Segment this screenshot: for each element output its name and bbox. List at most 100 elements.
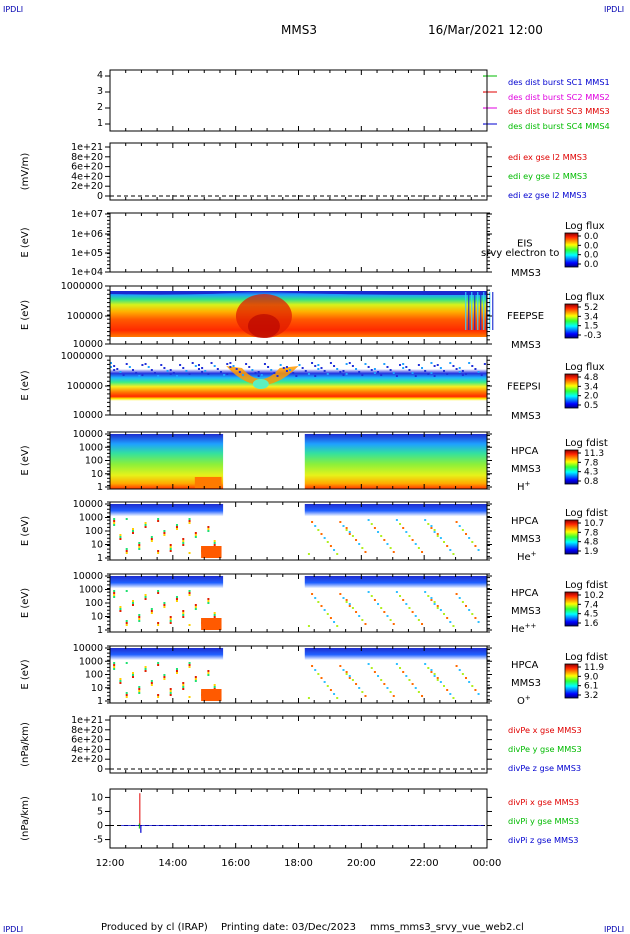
panel-hpca-h-ytick: 1 xyxy=(97,482,103,493)
speckle xyxy=(430,671,433,673)
speckle xyxy=(402,527,405,529)
speckle xyxy=(323,370,326,372)
speckle xyxy=(213,612,216,614)
legend-entry: divPi x gse MMS3 xyxy=(508,797,579,807)
colorbar-tick: 0.8 xyxy=(584,477,599,487)
species-label: H+ xyxy=(517,480,531,493)
speckle xyxy=(191,362,194,364)
speckle xyxy=(188,373,191,375)
speckle xyxy=(399,523,402,525)
series-point xyxy=(483,91,485,93)
colorbar-title: Log flux xyxy=(565,292,605,303)
panel-divpi-ytick: 0 xyxy=(97,821,103,832)
speckle xyxy=(197,364,200,366)
speckle xyxy=(207,600,210,602)
speckle xyxy=(430,372,433,374)
speckle xyxy=(169,690,172,692)
speckle xyxy=(201,367,204,369)
speckle xyxy=(125,624,128,626)
colorbar-tick: 3.4 xyxy=(584,312,599,322)
speckle xyxy=(427,523,430,525)
speckle xyxy=(182,540,185,542)
speckle xyxy=(251,369,254,371)
speckle xyxy=(439,367,442,369)
speckle xyxy=(150,610,153,612)
speckle xyxy=(188,518,191,520)
speckle xyxy=(138,375,141,377)
speckle xyxy=(175,672,178,674)
speckle xyxy=(417,691,420,693)
speckle xyxy=(282,367,285,369)
speckle xyxy=(138,616,141,618)
speckle xyxy=(348,533,351,535)
speckle xyxy=(131,532,134,534)
speckle xyxy=(449,693,452,695)
colorbar-tick: 9.0 xyxy=(584,672,599,682)
speckle xyxy=(270,369,273,371)
figure-title: MMS3 xyxy=(281,23,317,37)
legend-entry: edi ex gse l2 MMS3 xyxy=(508,152,587,162)
speckle xyxy=(345,529,348,531)
speckle xyxy=(392,623,395,625)
speckle xyxy=(150,536,153,538)
speckle xyxy=(110,366,112,368)
speckle xyxy=(188,666,191,668)
speckle xyxy=(131,672,134,674)
speckle xyxy=(411,539,414,541)
speckle xyxy=(144,670,147,672)
legend-entry: des dist burst SC2 MMS2 xyxy=(508,92,610,102)
panel-hpca-o-ytick: 10000 xyxy=(73,643,103,654)
speckle xyxy=(342,669,345,671)
corner-label-bottom-right: IPDLI xyxy=(604,925,624,934)
speckle xyxy=(144,666,147,668)
panel-hpca-hepp-ytick: 10 xyxy=(91,612,103,623)
panel-feeps-e-ytick: 100000 xyxy=(67,311,103,322)
speckle xyxy=(367,519,370,521)
speckle xyxy=(436,605,439,607)
speckle xyxy=(157,622,160,624)
speckle xyxy=(207,530,210,532)
speckle xyxy=(267,366,270,368)
speckle xyxy=(194,365,197,367)
panel-feeps-i: 1000000 100000 10000 E (eV) FEEPSI MMS3 Log fl… xyxy=(20,351,605,422)
speckle xyxy=(207,528,210,530)
speckle xyxy=(317,364,320,366)
speckle xyxy=(241,374,244,376)
panel-eis-ytick: 1e+07 xyxy=(71,209,103,220)
speckle xyxy=(395,591,398,593)
speckle xyxy=(474,545,477,547)
speckle xyxy=(373,527,376,529)
speckle xyxy=(361,547,364,549)
speckle xyxy=(477,621,480,623)
speckle xyxy=(131,604,134,606)
speckle xyxy=(138,542,141,544)
speckle xyxy=(175,528,178,530)
speckle xyxy=(345,599,348,601)
streak xyxy=(474,292,476,330)
speckle xyxy=(367,591,370,593)
speckle xyxy=(389,369,392,371)
spacecraft-label: MMS3 xyxy=(511,340,541,351)
speckle xyxy=(436,607,439,609)
speckle xyxy=(336,625,339,627)
speckle xyxy=(194,604,197,606)
legend-entry: divPi z gse MMS3 xyxy=(508,835,579,845)
panel-hpca-h: 10000 1000 100 10 1 E (eV) HPCA MMS3 H+ Log fdist… xyxy=(20,429,608,493)
speckle xyxy=(411,683,414,685)
sc-axis-ytick: 1 xyxy=(97,118,103,129)
v-core xyxy=(252,379,269,389)
speckle xyxy=(213,686,216,688)
speckle xyxy=(326,373,329,375)
speckle xyxy=(125,696,128,698)
speckle xyxy=(153,372,156,374)
speckle xyxy=(248,366,251,368)
speckle xyxy=(471,541,474,543)
speckle xyxy=(389,691,392,693)
speckle xyxy=(175,670,178,672)
speckle xyxy=(373,372,376,374)
speckle xyxy=(144,598,147,600)
colorbar-tick: 0.0 xyxy=(584,241,599,251)
panel-hpca-o-ytick: 1000 xyxy=(79,656,103,667)
speckle xyxy=(182,684,185,686)
speckle xyxy=(336,368,339,370)
